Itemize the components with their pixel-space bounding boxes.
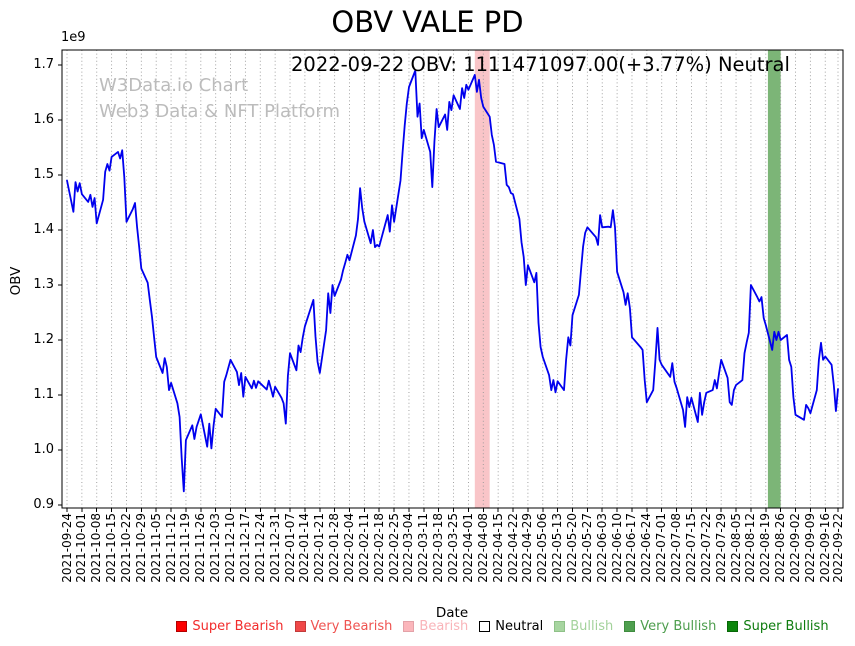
x-tick-label: 2022-03-18 — [431, 513, 446, 583]
x-tick-label: 2021-12-17 — [237, 513, 252, 583]
x-tick-label: 2022-04-01 — [460, 513, 475, 583]
watermark-line-1: W3Data.io Chart — [99, 75, 249, 96]
x-tick-label: 2022-07-22 — [698, 513, 713, 583]
x-tick-label: 2022-03-04 — [401, 513, 416, 583]
legend-label: Bearish — [419, 619, 469, 634]
x-tick-label: 2022-08-19 — [758, 513, 773, 583]
x-tick-label: 2022-07-29 — [713, 513, 728, 583]
x-tick-label: 2022-04-15 — [490, 513, 505, 583]
x-tick-label: 2022-09-02 — [788, 513, 803, 583]
x-tick-label: 2022-04-08 — [475, 513, 490, 583]
x-tick-label: 2022-05-13 — [550, 513, 565, 583]
x-tick-label: 2022-06-10 — [609, 513, 624, 583]
x-tick-label: 2021-12-10 — [223, 513, 238, 583]
obv-line — [66, 69, 839, 493]
y-tick-label: 1.5 — [33, 167, 54, 182]
x-tick-label: 2022-03-25 — [446, 513, 461, 583]
x-tick-label: 2021-10-08 — [89, 513, 104, 583]
x-tick-label: 2022-08-12 — [743, 513, 758, 583]
legend-label: Bullish — [570, 619, 614, 634]
x-tick-label: 2022-02-11 — [356, 513, 371, 583]
legend-label: Very Bullish — [640, 619, 717, 634]
y-tick-label: 1.6 — [33, 112, 54, 127]
x-tick-label: 2022-01-07 — [282, 513, 297, 583]
x-tick-label: 2022-09-16 — [817, 513, 832, 583]
legend-item-bullish: Bullish — [554, 619, 613, 634]
latest-value-annotation: 2022-09-22 OBV: 1111471097.00(+3.77%) Ne… — [291, 53, 790, 76]
y-axis-multiplier-label: 1e9 — [61, 30, 86, 45]
x-tick-label: 2022-01-21 — [312, 513, 327, 583]
bullish-swatch-icon — [554, 621, 566, 632]
very-bullish-swatch-icon — [624, 621, 636, 632]
x-tick-label: 2022-08-26 — [773, 513, 788, 583]
y-tick-label: 1.3 — [33, 277, 54, 292]
x-tick-label: 2022-01-14 — [297, 513, 312, 583]
x-tick-label: 2022-06-03 — [594, 513, 609, 583]
x-tick-label: 2022-03-11 — [416, 513, 431, 583]
x-tick-label: 2022-04-22 — [505, 513, 520, 583]
y-tick-label: 1.0 — [33, 442, 54, 457]
legend-label: Super Bearish — [192, 619, 284, 634]
x-tick-label: 2022-07-08 — [669, 513, 684, 583]
axes-spines — [61, 49, 844, 509]
y-tick-label: 1.1 — [33, 387, 54, 402]
very-bearish-swatch-icon — [294, 621, 306, 632]
signal-legend: Super Bearish Very Bearish Bearish Neutr… — [0, 619, 855, 634]
y-tick-label: 0.9 — [33, 497, 54, 512]
x-tick-label: 2022-05-27 — [579, 513, 594, 583]
chart-title: OBV VALE PD — [331, 5, 524, 39]
x-tick-label: 2021-12-24 — [252, 513, 267, 583]
x-tick-label: 2021-10-15 — [104, 513, 119, 583]
legend-item-neutral: Neutral — [479, 619, 543, 634]
legend-item-bearish: Bearish — [403, 619, 468, 634]
x-tick-label: 2022-05-20 — [565, 513, 579, 583]
y-tick-label: 1.7 — [33, 57, 54, 72]
x-tick-label: 2022-01-28 — [327, 513, 342, 583]
very-bullish-band — [767, 50, 781, 508]
x-tick-label: 2021-11-05 — [148, 513, 163, 583]
x-tick-label: 2021-09-24 — [59, 513, 74, 583]
watermark-line-2: Web3 Data & NFT Platform — [99, 101, 341, 122]
x-tick-label: 2021-12-31 — [267, 513, 282, 583]
legend-item-super-bullish: Super Bullish — [727, 619, 829, 634]
bearish-band — [474, 50, 490, 508]
x-tick-label: 2022-05-06 — [535, 513, 550, 583]
x-tick-label: 2021-12-03 — [208, 513, 223, 583]
legend-label: Neutral — [495, 619, 544, 634]
legend-item-very-bullish: Very Bullish — [624, 619, 716, 634]
bearish-swatch-icon — [403, 621, 415, 632]
x-tick-label: 2022-09-22 — [830, 513, 845, 583]
legend-item-super-bearish: Super Bearish — [176, 619, 284, 634]
legend-item-very-bearish: Very Bearish — [294, 619, 393, 634]
legend-label: Super Bullish — [743, 619, 829, 634]
y-tick-label: 1.2 — [33, 332, 54, 347]
x-tick-label: 2022-06-17 — [624, 513, 639, 583]
super-bearish-swatch-icon — [176, 621, 188, 632]
x-tick-label: 2022-06-24 — [639, 513, 654, 583]
x-tick-label: 2022-02-04 — [341, 513, 356, 583]
neutral-swatch-icon — [479, 621, 491, 632]
legend-label: Very Bearish — [310, 619, 393, 634]
x-tick-label: 2022-07-01 — [654, 513, 669, 583]
x-tick-label: 2022-07-15 — [683, 513, 698, 583]
x-tick-label: 2022-02-25 — [386, 513, 401, 583]
x-tick-label: 2021-11-19 — [178, 513, 193, 583]
x-tick-label: 2022-04-29 — [520, 513, 535, 583]
x-axis-label: Date — [435, 605, 469, 621]
x-tick-label: 2021-10-29 — [133, 513, 148, 583]
super-bullish-swatch-icon — [727, 621, 739, 632]
x-tick-label: 2021-11-26 — [193, 513, 208, 583]
x-tick-label: 2021-10-22 — [118, 513, 133, 583]
x-tick-label: 2021-11-12 — [163, 513, 178, 583]
y-tick-label: 1.4 — [33, 222, 54, 237]
x-tick-label: 2022-08-05 — [728, 513, 743, 583]
x-tick-label: 2022-02-18 — [371, 513, 386, 583]
watermark: W3Data.io Chart Web3 Data & NFT Platform — [99, 73, 340, 125]
x-tick-label: 2021-10-01 — [74, 513, 89, 583]
x-tick-label: 2022-09-09 — [802, 513, 817, 583]
